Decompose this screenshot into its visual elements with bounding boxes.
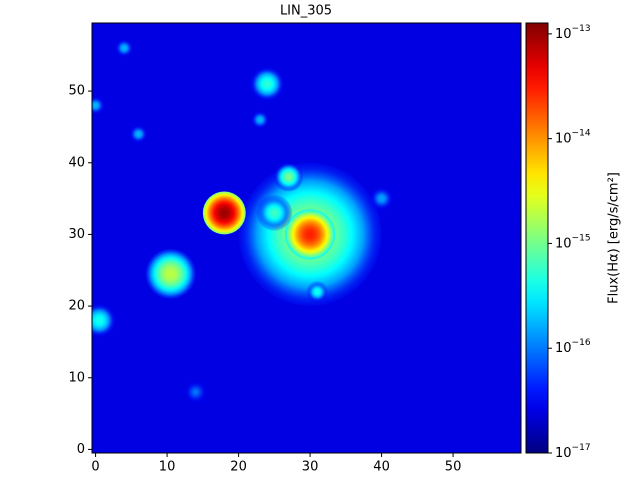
source	[145, 248, 196, 299]
source	[202, 191, 246, 235]
source	[249, 66, 286, 102]
colorbar-tick-label: 10−17	[555, 443, 591, 461]
image-area	[92, 23, 521, 453]
colorbar-tick-label: 10−14	[555, 128, 591, 146]
source	[113, 37, 135, 59]
colorbar-label: Flux(Hα) [erg/s/cm²]	[607, 172, 622, 304]
colorbar-tick-label: 10−15	[555, 233, 591, 251]
y-tick-label: 10	[68, 370, 85, 385]
colorbar-tick-label: 10−13	[555, 23, 591, 41]
y-tick-label: 40	[68, 155, 85, 170]
source	[92, 302, 118, 339]
y-tick-label: 20	[68, 299, 85, 314]
x-tick-label: 10	[159, 460, 176, 475]
x-tick-label: 50	[445, 460, 462, 475]
y-tick-label: 50	[68, 84, 85, 99]
plot-frame	[91, 22, 522, 454]
chart-title: LIN_305	[280, 4, 332, 19]
source	[306, 281, 328, 303]
x-tick-label: 20	[230, 460, 247, 475]
source	[249, 109, 271, 131]
source	[127, 123, 150, 145]
source	[181, 377, 210, 407]
y-tick-label: 0	[77, 442, 85, 457]
source	[367, 184, 396, 213]
y-tick-label: 30	[68, 227, 85, 242]
source	[256, 195, 293, 231]
x-tick-label: 30	[302, 460, 319, 475]
source	[285, 209, 336, 260]
source	[92, 94, 107, 117]
source	[274, 162, 303, 192]
x-tick-label: 0	[91, 460, 99, 475]
x-tick-label: 40	[373, 460, 390, 475]
colorbar	[525, 22, 549, 454]
colorbar-tick-label: 10−16	[555, 338, 591, 356]
